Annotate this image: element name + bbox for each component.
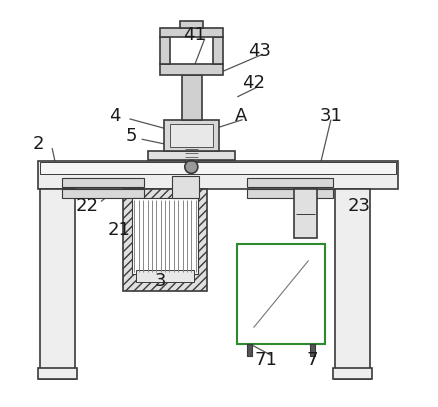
- Bar: [333, 368, 371, 379]
- Bar: [247, 344, 252, 356]
- Text: 71: 71: [254, 351, 277, 369]
- Bar: [294, 189, 317, 238]
- Bar: [180, 21, 203, 28]
- Bar: [247, 189, 333, 198]
- Text: 23: 23: [348, 197, 371, 214]
- Bar: [148, 151, 235, 160]
- Bar: [335, 189, 370, 379]
- Bar: [182, 75, 202, 120]
- Text: A: A: [235, 107, 247, 125]
- Text: 3: 3: [154, 272, 166, 290]
- Bar: [62, 178, 144, 187]
- Text: 22: 22: [75, 197, 98, 214]
- Bar: [62, 189, 144, 198]
- Bar: [164, 120, 219, 151]
- Text: 7: 7: [307, 351, 318, 369]
- Text: 4: 4: [110, 107, 121, 125]
- Bar: [132, 198, 198, 274]
- Bar: [185, 144, 198, 161]
- Text: 21: 21: [108, 221, 131, 239]
- Bar: [40, 162, 396, 173]
- Text: 2: 2: [32, 136, 44, 153]
- Bar: [170, 124, 213, 147]
- Bar: [124, 189, 207, 291]
- Bar: [38, 368, 77, 379]
- Bar: [310, 344, 314, 356]
- Text: 5: 5: [126, 127, 137, 145]
- Text: 43: 43: [248, 42, 271, 60]
- Text: 31: 31: [319, 107, 343, 125]
- Bar: [40, 189, 74, 379]
- Bar: [136, 270, 194, 282]
- Bar: [160, 28, 223, 37]
- Bar: [160, 64, 223, 75]
- Bar: [213, 37, 223, 64]
- Bar: [160, 37, 170, 64]
- Bar: [237, 244, 325, 344]
- Text: 41: 41: [183, 26, 206, 44]
- Bar: [172, 176, 199, 198]
- Bar: [247, 178, 333, 187]
- Circle shape: [185, 160, 198, 173]
- Text: 42: 42: [242, 74, 265, 92]
- Bar: [38, 161, 398, 189]
